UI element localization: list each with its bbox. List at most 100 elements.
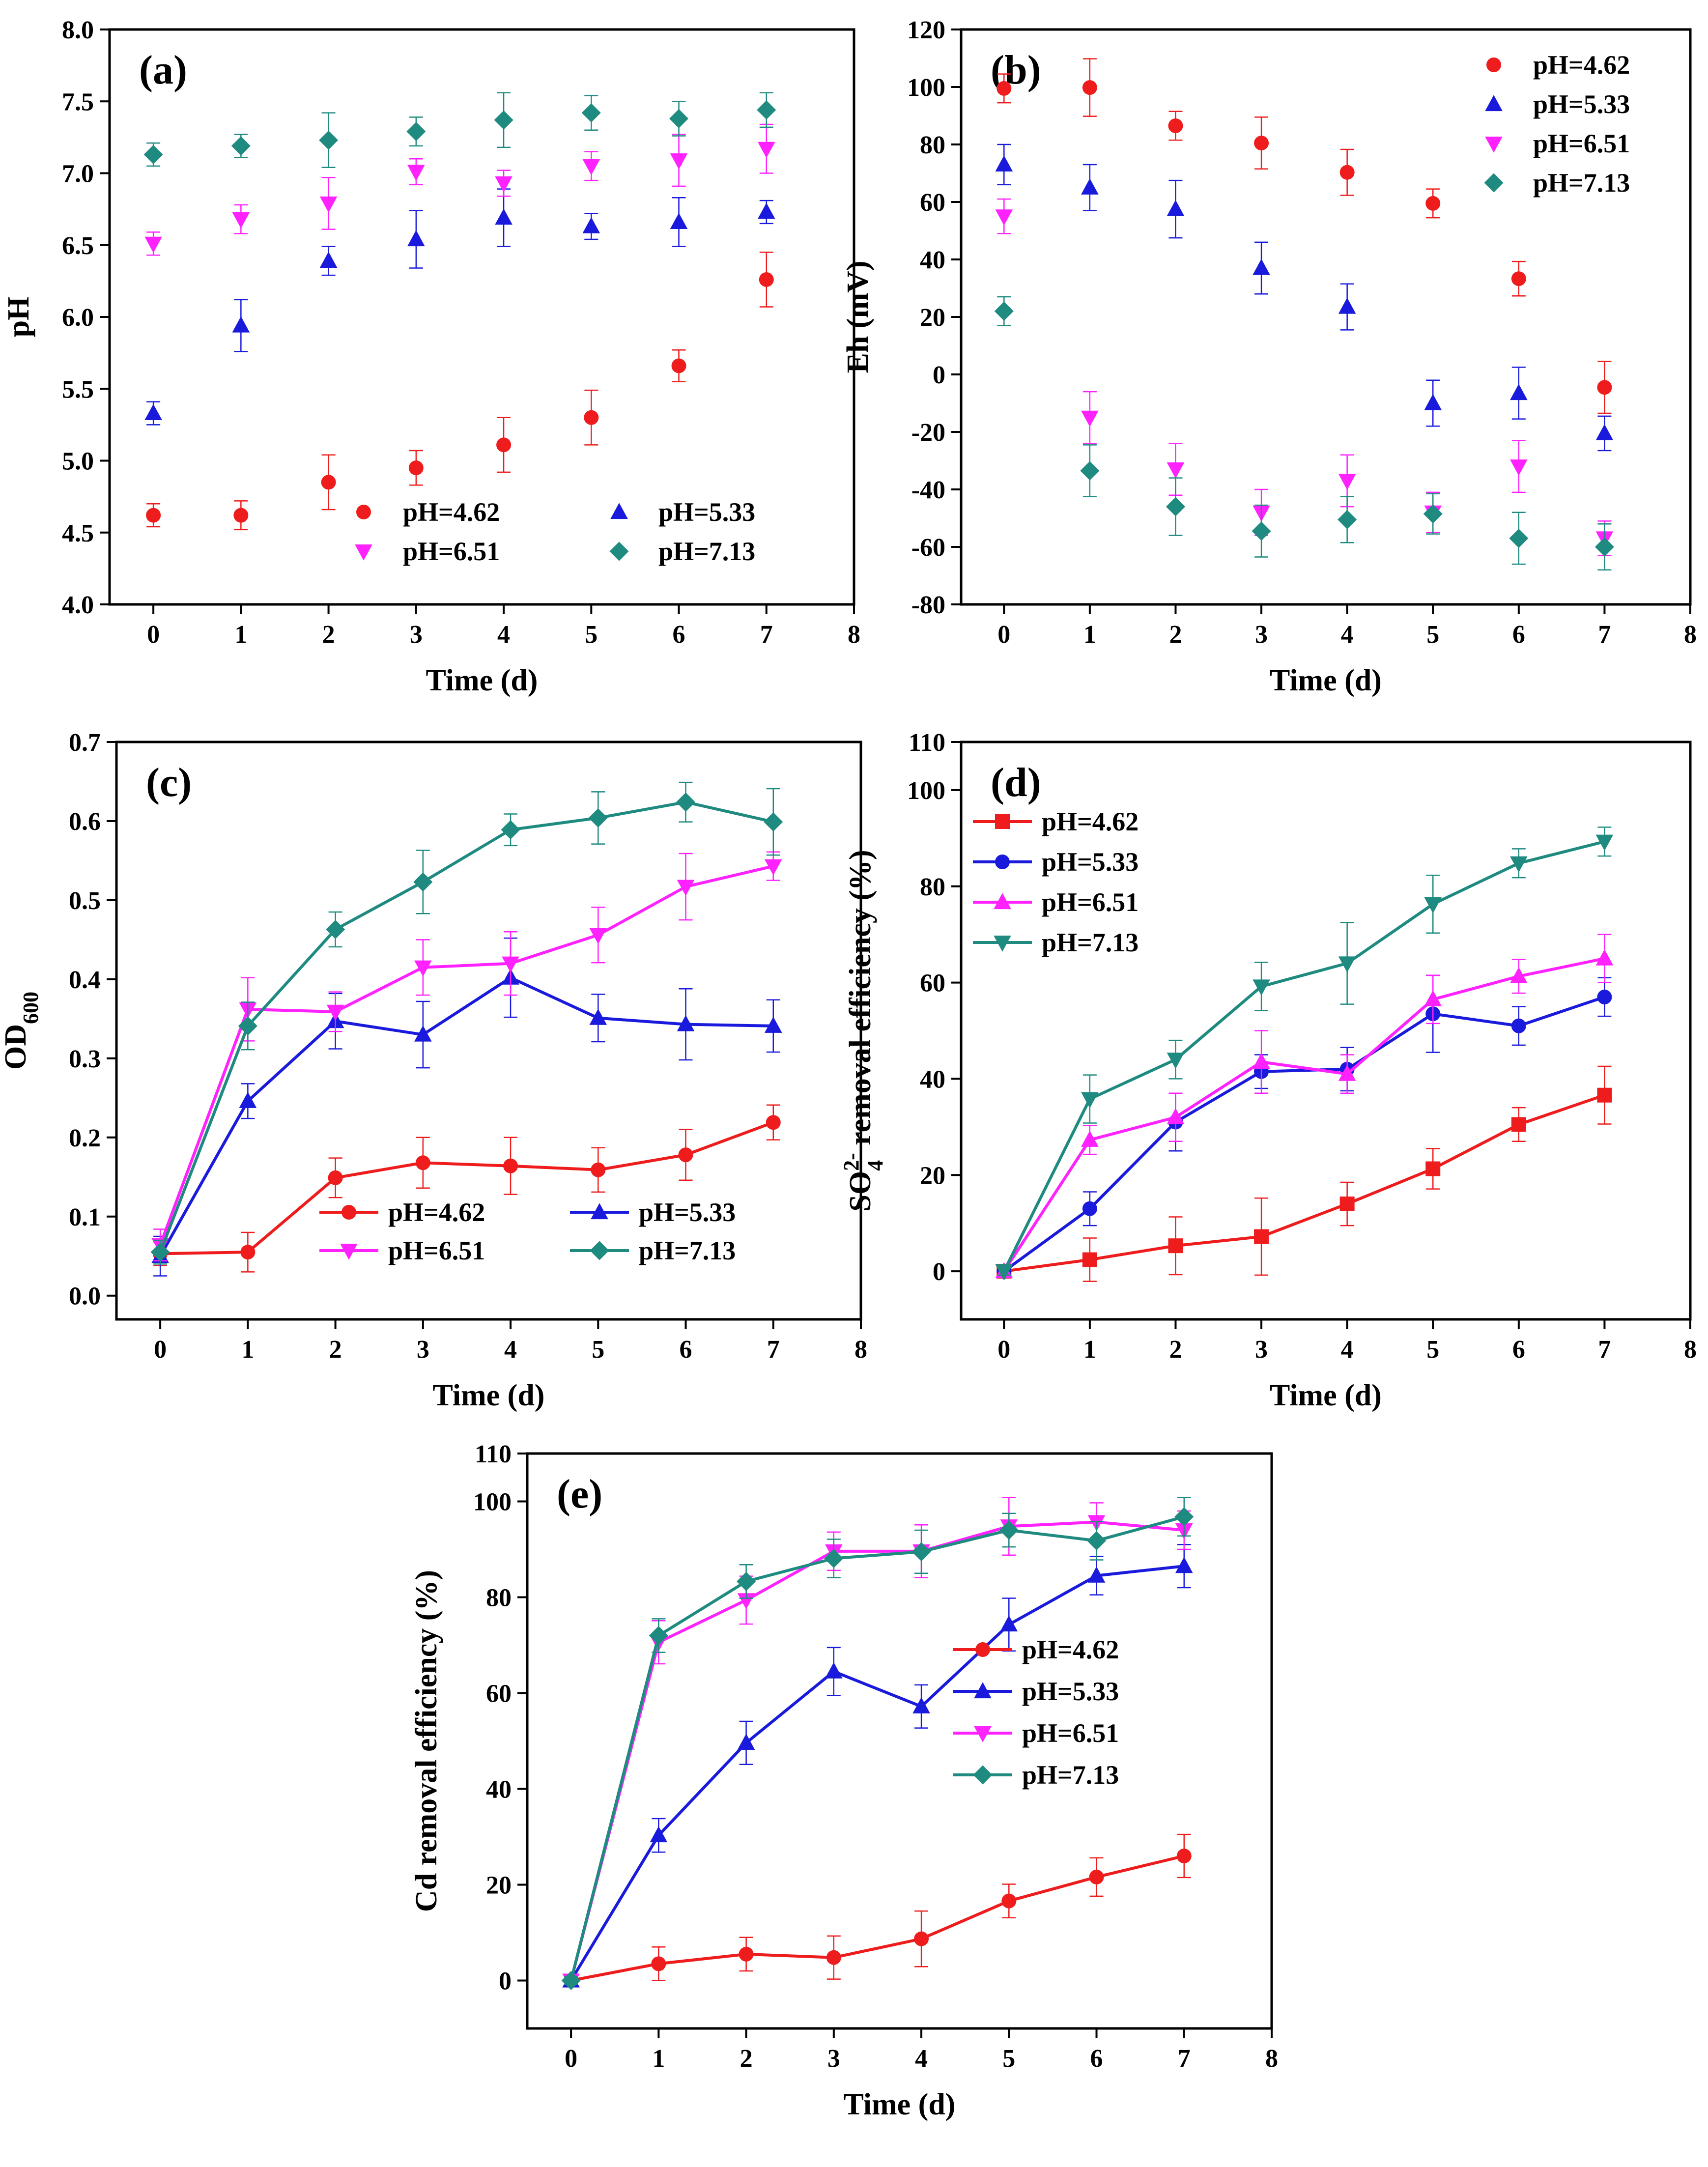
data-point	[1595, 424, 1614, 440]
x-tick-label: 3	[410, 621, 423, 649]
data-point	[649, 1626, 668, 1645]
x-tick-label: 0	[997, 621, 1010, 649]
data-point	[1252, 521, 1271, 541]
plot-frame	[960, 741, 1692, 1321]
y-tick-label: 60	[486, 1680, 512, 1708]
data-point	[1001, 1893, 1017, 1909]
y-tick-label: 5.5	[62, 375, 94, 403]
data-point	[1087, 1531, 1107, 1550]
legend-label: pH=6.51	[403, 537, 500, 566]
x-tick-label: 2	[322, 621, 335, 649]
x-tick-label: 5	[1426, 1336, 1439, 1364]
data-point	[764, 812, 783, 832]
x-tick-label: 7	[760, 621, 773, 649]
legend: pH=4.62 pH=5.33 pH=6.51 pH=7.13	[319, 1198, 736, 1265]
series-pH=6.51	[995, 934, 1614, 1279]
data-point	[670, 153, 688, 170]
data-point	[914, 1931, 929, 1946]
data-point	[1424, 990, 1442, 1006]
data-point	[1166, 497, 1185, 516]
series-pH=7.13	[150, 781, 783, 1265]
data-point	[1167, 1108, 1185, 1124]
legend-label: pH=5.33	[1022, 1677, 1119, 1706]
legend-label: pH=6.51	[1533, 129, 1630, 158]
legend-label: pH=5.33	[1042, 847, 1139, 877]
legend-item: pH=4.62	[1486, 50, 1630, 80]
data-point	[408, 460, 424, 476]
y-tick-label: 4.5	[62, 519, 94, 547]
y-axis-label: Eh (mV)	[841, 260, 875, 373]
legend-label: pH=4.62	[1533, 50, 1630, 80]
series-line	[570, 1854, 1185, 1982]
x-tick-label: 1	[1083, 1336, 1096, 1364]
y-tick-label: 0.6	[69, 808, 101, 836]
data-point	[1174, 1507, 1194, 1527]
series-line	[569, 1565, 1185, 1982]
series-pH=4.62	[146, 252, 774, 531]
data-point	[1339, 165, 1355, 180]
x-tick-label: 8	[1684, 1336, 1697, 1364]
data-point	[1167, 200, 1185, 216]
data-point	[415, 1155, 430, 1170]
legend-item: pH=4.62	[973, 807, 1139, 836]
data-point	[233, 508, 249, 523]
data-point	[1253, 1053, 1270, 1069]
data-point	[1509, 528, 1529, 548]
y-tick-label: 5.0	[62, 448, 94, 476]
data-point	[1254, 1229, 1269, 1244]
series-pH=5.33	[995, 143, 1614, 452]
data-point	[496, 437, 512, 453]
x-tick-label: 4	[915, 2045, 928, 2073]
data-point	[1597, 380, 1612, 395]
data-point	[1175, 1557, 1193, 1573]
legend-marker	[994, 893, 1011, 910]
data-point	[995, 1264, 1013, 1281]
legend-label: pH=6.51	[388, 1236, 485, 1265]
legend-label: pH=4.62	[403, 497, 500, 527]
y-tick-label: 60	[920, 969, 945, 998]
data-point	[326, 919, 345, 939]
data-point	[1082, 80, 1097, 95]
y-label-text: pH	[2, 297, 35, 338]
legend-item: pH=6.51	[1485, 129, 1630, 158]
data-point	[589, 928, 607, 944]
data-point	[677, 1015, 695, 1031]
data-point	[321, 475, 336, 490]
y-tick-label: 20	[920, 304, 945, 332]
data-point	[1167, 1053, 1185, 1069]
legend-item: pH=4.62	[356, 497, 500, 527]
legend-marker	[609, 542, 629, 561]
data-point	[1595, 834, 1614, 851]
y-tick-label: 7.5	[62, 88, 94, 116]
legend-marker	[995, 814, 1010, 829]
data-point	[1081, 1131, 1099, 1147]
data-point	[999, 1520, 1019, 1540]
series-pH=5.33	[562, 1544, 1193, 1988]
data-point	[1424, 897, 1442, 913]
data-point	[995, 155, 1013, 172]
y-tick-label: 40	[920, 246, 945, 274]
y-tick-label: 0	[499, 1967, 512, 1996]
data-point	[319, 196, 338, 213]
data-point	[1082, 1201, 1097, 1216]
legend-marker	[1484, 173, 1504, 193]
data-point	[407, 165, 425, 181]
data-point	[766, 1115, 781, 1130]
data-point	[414, 1025, 432, 1042]
x-tick-label: 7	[1598, 1336, 1611, 1364]
y-tick-label: 0.0	[69, 1283, 101, 1311]
data-point	[1339, 1197, 1355, 1211]
data-point	[1081, 1092, 1099, 1109]
y-tick-label: 4.0	[62, 591, 94, 619]
data-point	[764, 859, 782, 876]
x-tick-label: 2	[1169, 621, 1182, 649]
legend-marker	[356, 505, 371, 519]
data-point	[591, 1162, 606, 1177]
data-point	[406, 122, 426, 142]
y-tick-label: 80	[920, 873, 945, 901]
data-point	[678, 1147, 693, 1163]
x-tick-label: 3	[827, 2045, 840, 2073]
x-tick-label: 3	[417, 1336, 429, 1364]
series-line	[1002, 840, 1605, 1272]
